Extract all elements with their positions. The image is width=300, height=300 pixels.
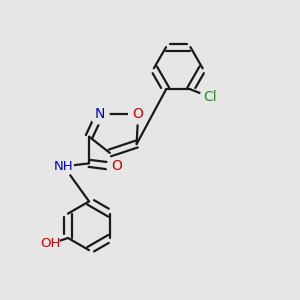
Circle shape: [90, 105, 109, 124]
Text: Cl: Cl: [203, 90, 217, 104]
Circle shape: [129, 105, 148, 124]
Circle shape: [40, 234, 60, 254]
Circle shape: [54, 157, 73, 176]
Text: N: N: [94, 107, 105, 121]
Circle shape: [107, 157, 126, 176]
Text: O: O: [133, 107, 143, 121]
Text: OH: OH: [40, 237, 60, 250]
Text: NH: NH: [54, 160, 74, 173]
Circle shape: [200, 87, 219, 106]
Text: O: O: [111, 159, 122, 173]
